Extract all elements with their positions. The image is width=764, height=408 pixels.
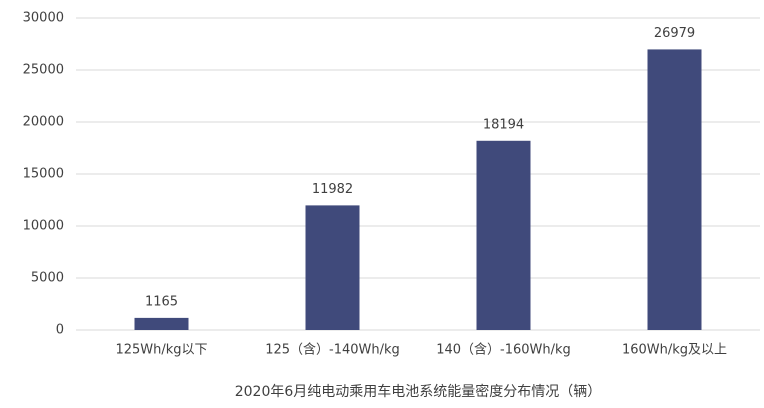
bar xyxy=(476,140,531,330)
x-tick-label: 140（含）-160Wh/kg xyxy=(436,342,571,358)
y-tick-label: 20000 xyxy=(23,115,64,130)
bar xyxy=(134,317,189,330)
y-tick-label: 5000 xyxy=(31,271,64,286)
chart-title: 2020年6月纯电动乘用车电池系统能量密度分布情况（辆） xyxy=(235,383,602,400)
x-tick-label: 125Wh/kg以下 xyxy=(115,343,207,358)
y-tick-label: 10000 xyxy=(23,219,64,234)
data-label: 1165 xyxy=(145,294,178,309)
data-label: 26979 xyxy=(654,26,695,41)
bar xyxy=(647,49,702,331)
y-tick-label: 0 xyxy=(56,323,64,338)
data-label: 11982 xyxy=(312,182,353,197)
y-tick-label: 15000 xyxy=(23,167,64,182)
x-tick-label: 125（含）-140Wh/kg xyxy=(265,342,400,358)
y-tick-label: 30000 xyxy=(23,11,64,26)
x-tick-label: 160Wh/kg及以上 xyxy=(622,343,727,358)
bar xyxy=(305,205,360,330)
data-label: 18194 xyxy=(483,117,524,132)
y-tick-label: 25000 xyxy=(23,63,64,78)
